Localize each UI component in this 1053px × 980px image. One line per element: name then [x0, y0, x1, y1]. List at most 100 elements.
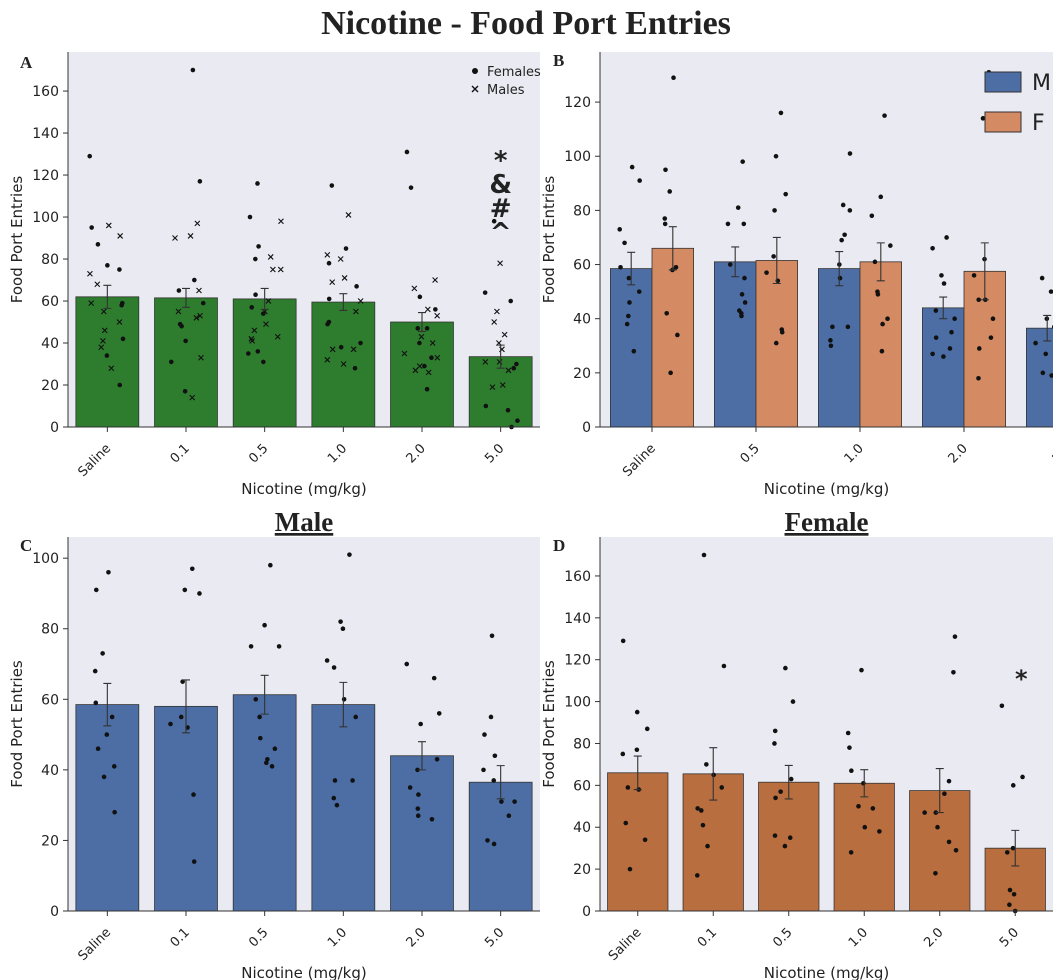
point	[644, 726, 650, 732]
point	[268, 562, 273, 568]
point-male	[505, 367, 512, 374]
point	[1020, 774, 1025, 780]
point	[253, 256, 258, 262]
point	[253, 292, 258, 298]
point	[508, 298, 514, 304]
point	[880, 321, 885, 327]
point-male	[196, 287, 202, 294]
point	[949, 329, 954, 335]
error-bar	[835, 250, 844, 287]
point	[489, 633, 495, 639]
x-tick-label: 5.0	[997, 925, 1022, 950]
error-bar	[731, 246, 740, 278]
legend-label: M	[1032, 71, 1051, 96]
point	[664, 310, 670, 316]
point	[178, 714, 184, 720]
point	[953, 847, 959, 853]
panel-label: C	[20, 536, 32, 555]
y-axis-label: Food Port Entries	[8, 660, 26, 788]
x-axis-label: Nicotine (mg/kg)	[764, 480, 889, 498]
y-tick-label: 0	[50, 904, 59, 920]
point	[935, 824, 940, 830]
point	[741, 221, 747, 227]
bar	[1026, 327, 1053, 428]
point	[847, 151, 853, 156]
point	[939, 273, 944, 278]
point	[704, 762, 709, 767]
point	[773, 795, 778, 801]
legend-label: Females	[487, 65, 541, 80]
point-male	[187, 233, 194, 239]
point	[622, 240, 627, 246]
point	[944, 235, 949, 240]
point-male	[329, 346, 336, 353]
legend-swatch	[984, 111, 1022, 133]
point	[179, 323, 184, 329]
x-tick-label: 0.5	[246, 925, 271, 950]
point	[416, 792, 421, 797]
point-male	[418, 333, 425, 340]
point	[701, 552, 707, 558]
point-male	[345, 212, 352, 218]
error-bar	[496, 765, 505, 800]
plot-background	[68, 52, 540, 427]
y-tick-label: 100	[32, 210, 59, 226]
point	[329, 183, 335, 188]
point	[485, 838, 490, 843]
point	[1007, 902, 1012, 908]
y-axis-label: Food Port Entries	[540, 176, 558, 304]
point-male	[499, 382, 506, 388]
point	[358, 340, 363, 346]
point	[849, 768, 854, 773]
point-male	[324, 251, 331, 258]
x-tick-label: 1.0	[846, 925, 871, 950]
point	[739, 313, 744, 319]
x-tick-label: 5.0	[482, 925, 507, 950]
point	[200, 300, 206, 306]
y-tick-label: 120	[32, 168, 59, 184]
point-male	[278, 218, 284, 225]
point	[772, 741, 777, 746]
point	[856, 803, 861, 809]
point-male	[329, 279, 336, 286]
point	[87, 153, 93, 159]
bar	[154, 705, 218, 912]
point	[415, 806, 421, 811]
point	[248, 644, 254, 649]
point	[735, 205, 741, 210]
point	[334, 802, 340, 808]
x-tick-label: Saline	[75, 925, 114, 964]
x-tick-label: 0.1	[168, 441, 193, 466]
point	[787, 835, 793, 841]
point	[1049, 373, 1053, 378]
point-male	[401, 350, 408, 357]
y-tick-label: 80	[41, 252, 59, 268]
point	[491, 218, 497, 224]
point	[828, 338, 833, 343]
point	[407, 785, 413, 790]
point	[772, 728, 778, 734]
point-male	[189, 394, 196, 401]
point	[347, 552, 352, 557]
y-tick-label: 80	[41, 622, 59, 638]
point	[933, 871, 938, 876]
y-tick-label: 100	[32, 551, 59, 567]
point	[946, 778, 952, 784]
point	[326, 296, 332, 302]
point	[101, 774, 107, 780]
x-tick-label: 5.0	[1050, 441, 1053, 466]
annotation: ^	[490, 218, 512, 248]
point	[662, 216, 668, 221]
point-male	[324, 356, 331, 363]
point	[675, 332, 680, 338]
point	[417, 340, 422, 346]
point-male	[105, 222, 112, 229]
point-male	[108, 365, 115, 372]
error-bar	[496, 344, 505, 369]
point	[182, 389, 188, 394]
point-male	[424, 306, 431, 313]
point	[618, 264, 623, 270]
error-bar	[418, 312, 426, 333]
x-tick-label: 5.0	[482, 441, 507, 466]
